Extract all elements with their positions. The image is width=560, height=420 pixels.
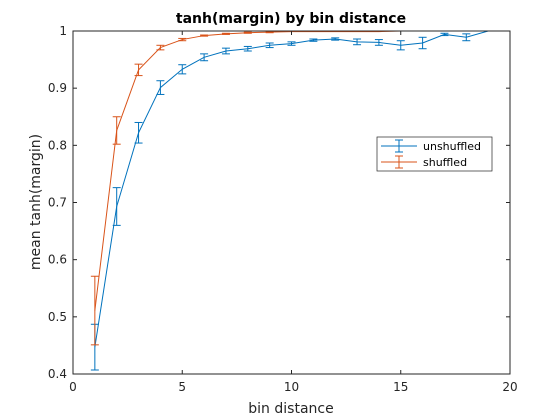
legend-box [376,136,493,172]
error-bar [156,44,165,51]
error-bar [243,45,252,52]
error-bar [374,39,383,46]
error-bar [134,63,143,77]
x-tick-label: 15 [393,380,408,394]
error-bar [178,64,187,75]
x-tick-label: 20 [502,380,517,394]
legend-entry-unshuffled: unshuffled [381,139,481,153]
y-tick-label: 0.6 [48,253,67,267]
error-bar [221,32,230,35]
x-tick-label: 10 [284,380,299,394]
error-bar [353,38,362,46]
y-tick-label: 0.8 [48,138,67,152]
error-bar [331,37,340,41]
ticks-layer: 0 5 10 15 20 0.4 0.5 0.6 0.7 0.8 0.9 1 [48,24,518,394]
error-bar [156,80,165,95]
chart-title: tanh(margin) by bin distance [176,11,406,27]
error-bar [265,42,274,49]
y-tick-label: 0.9 [48,81,67,95]
error-bar [287,41,296,46]
y-tick-label: 0.7 [48,196,67,210]
error-bar [112,116,121,145]
legend-label-unshuffled: unshuffled [423,140,481,153]
error-bar [178,37,187,42]
error-bar [134,121,143,144]
x-tick-label: 5 [178,380,186,394]
legend: unshuffled shuffled [376,136,493,172]
error-bar [309,38,318,42]
y-tick-label: 0.5 [48,310,67,324]
error-bar [90,275,99,346]
legend-label-shuffled: shuffled [423,156,467,169]
error-bar [265,31,274,34]
y-tick-label: 1 [59,24,67,38]
plot-area [73,31,510,374]
error-bar [221,47,230,55]
error-bar [200,34,209,37]
error-bar [243,31,252,34]
x-axis-label: bin distance [248,401,333,417]
error-bar [112,187,121,226]
series-unshuffled [90,30,489,371]
legend-entry-shuffled: shuffled [381,155,467,169]
error-bar [462,33,471,42]
error-bar [396,40,405,51]
error-bar [440,32,449,37]
error-bar [200,53,209,62]
error-bar [418,36,427,50]
y-tick-label: 0.4 [48,367,67,381]
x-tick-label: 0 [69,380,77,394]
y-axis-label: mean tanh(margin) [28,134,44,270]
